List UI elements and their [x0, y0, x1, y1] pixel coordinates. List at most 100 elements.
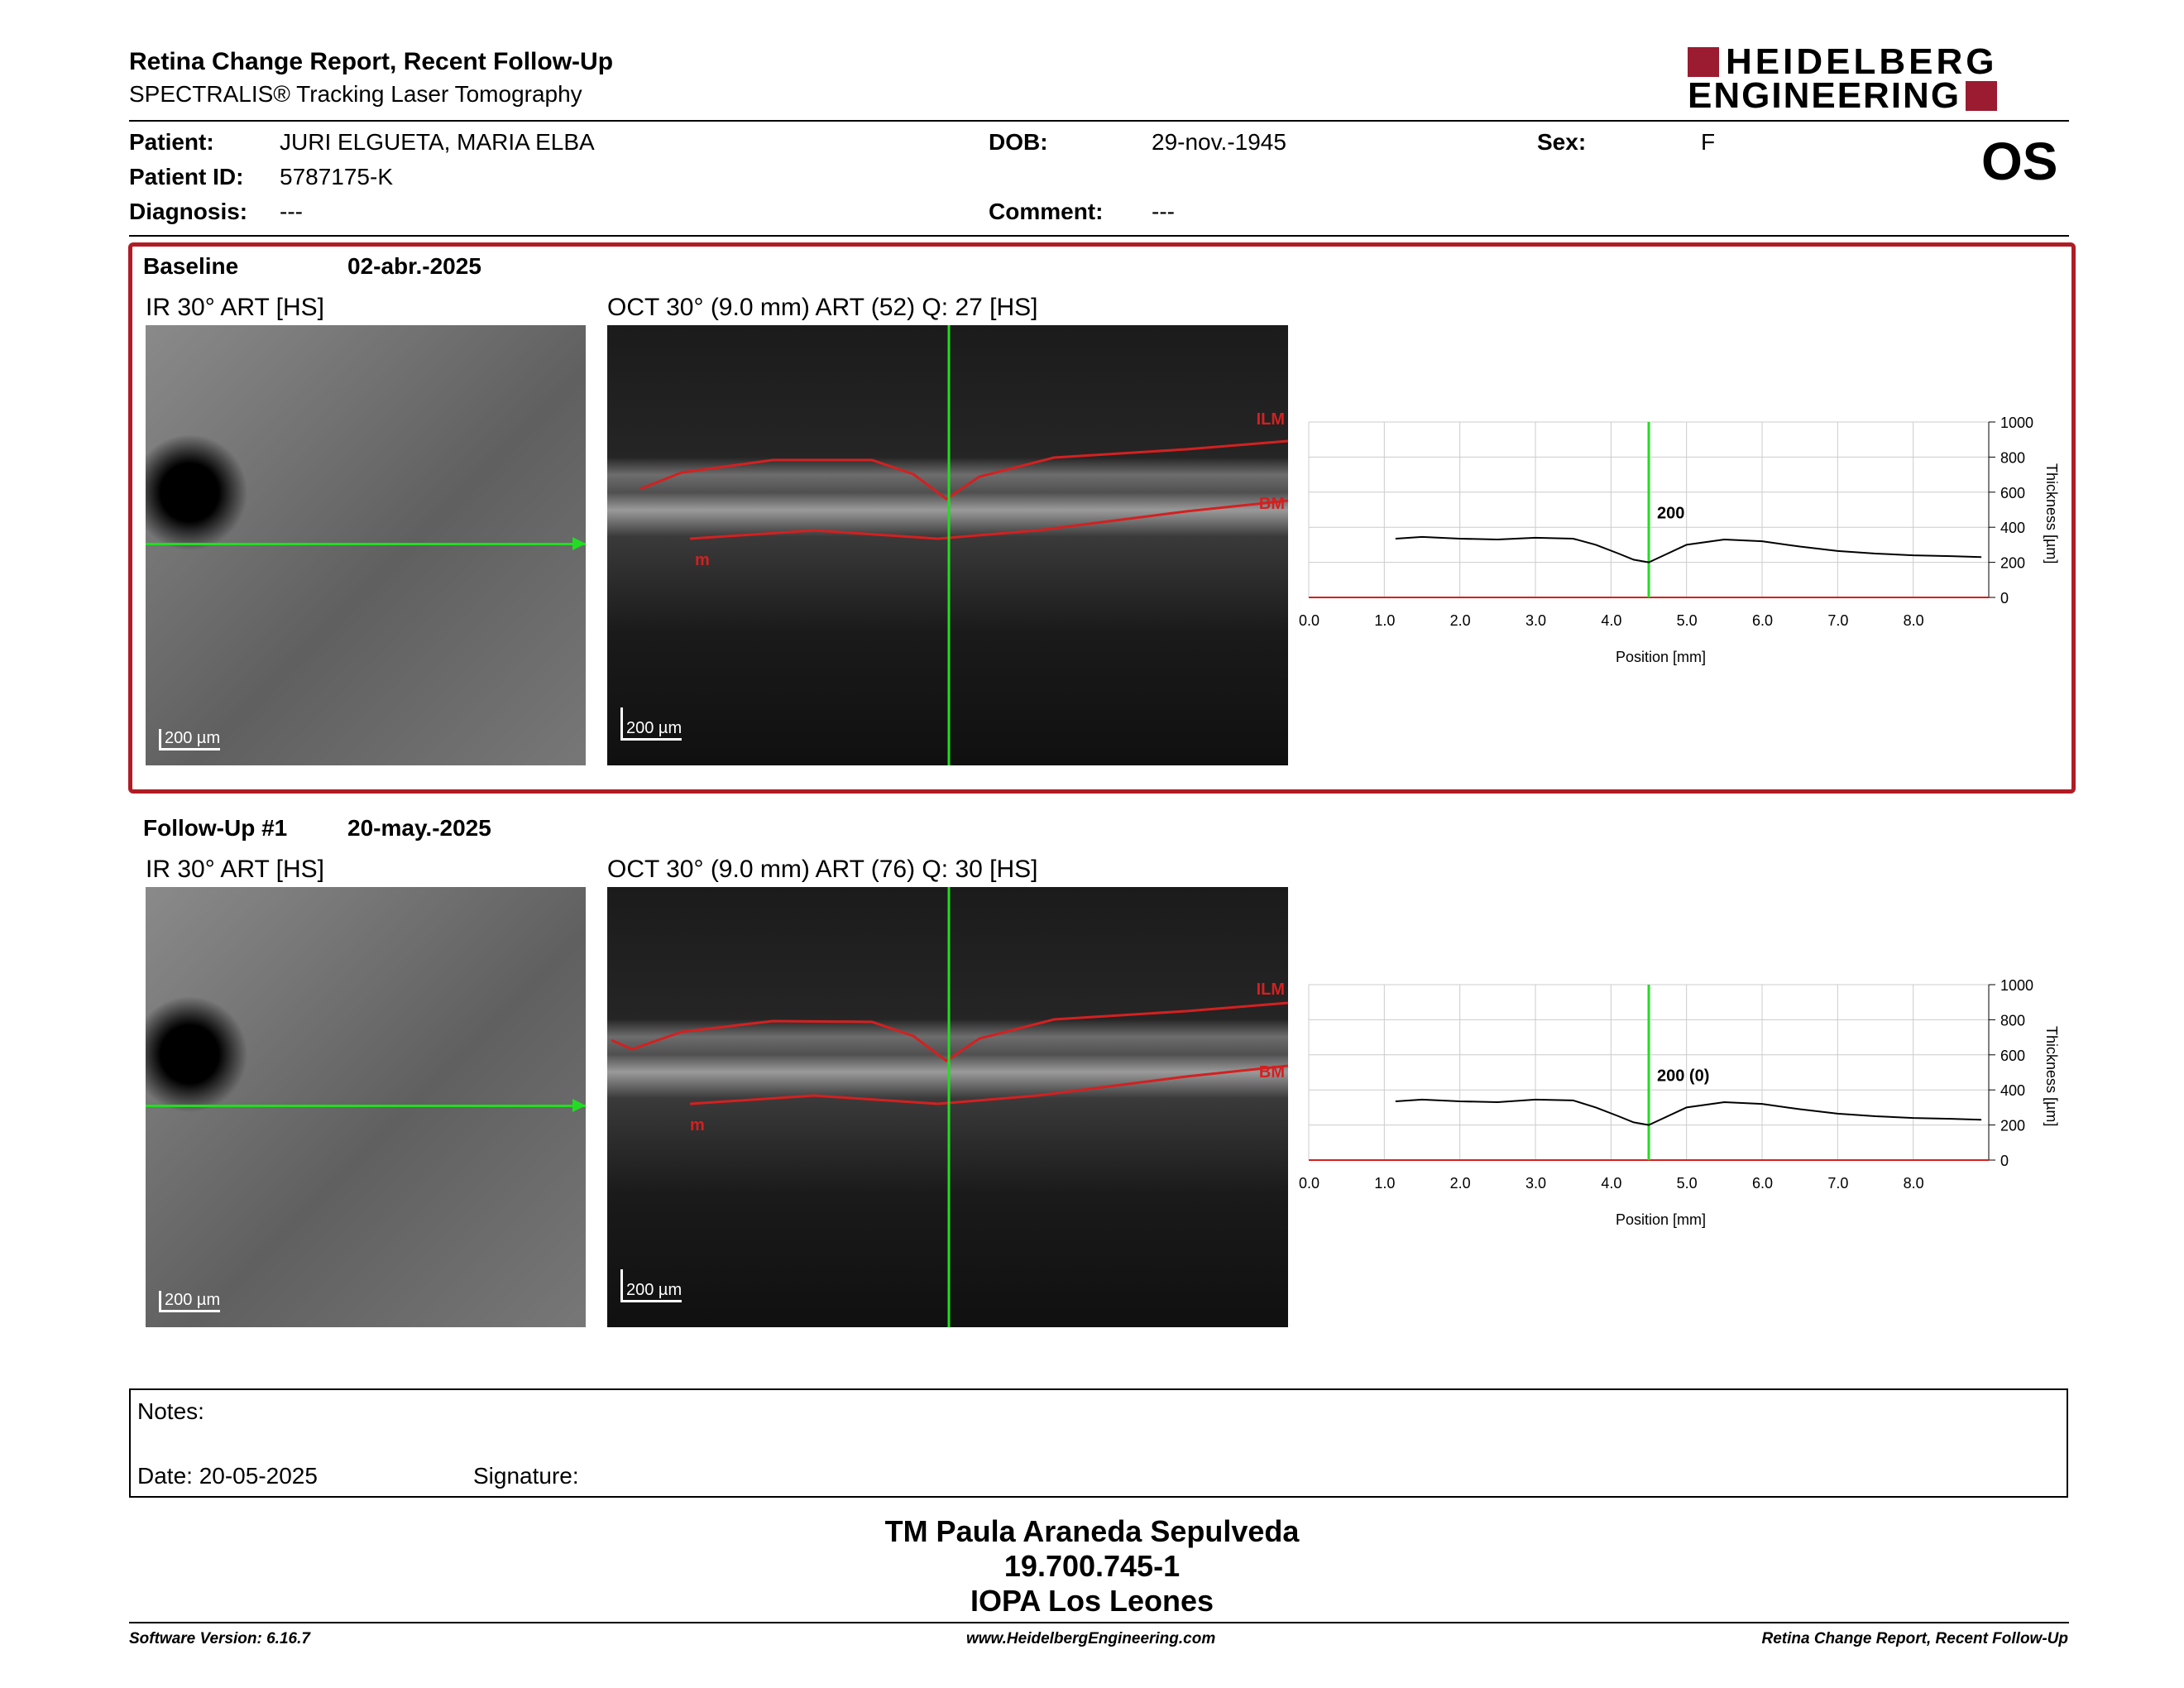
data-point: [1761, 1103, 1763, 1105]
diagnosis: ---: [280, 199, 303, 224]
date-label: Date: 20-05-2025: [137, 1463, 318, 1489]
data-point: [1686, 1106, 1688, 1108]
data-point: [1595, 1106, 1597, 1108]
ilm-label: ILM: [1256, 410, 1285, 429]
arrow-icon: [572, 1099, 586, 1112]
exam-label: Follow-Up #1: [143, 815, 288, 841]
data-point: [1633, 1121, 1635, 1123]
y-tick-label: 200: [2000, 555, 2025, 572]
x-tick-label: 7.0: [1827, 1175, 1848, 1192]
x-tick-label: 1.0: [1374, 612, 1395, 629]
y-tick-label: 600: [2000, 485, 2025, 501]
signature-block: TM Paula Araneda Sepulveda 19.700.745-1 …: [0, 1514, 2184, 1618]
x-tick-label: 4.0: [1601, 612, 1621, 629]
oct-bscan-image: ILM BM m 200 µm: [607, 325, 1288, 765]
x-tick-label: 6.0: [1752, 1175, 1773, 1192]
x-tick-label: 6.0: [1752, 612, 1773, 629]
thickness-line: [1395, 1098, 1981, 1126]
data-point: [1535, 1099, 1536, 1101]
x-tick-label: 7.0: [1827, 612, 1848, 629]
y-tick-label: 600: [2000, 1048, 2025, 1064]
scale-bar: 200 µm: [159, 1291, 221, 1312]
bm-label: BM: [1258, 495, 1285, 513]
data-point: [1723, 1101, 1725, 1103]
report-title: Retina Change Report, Recent Follow-Up: [129, 48, 614, 75]
data-point: [1421, 1099, 1423, 1101]
y-tick-label: 1000: [2000, 977, 2033, 994]
data-point: [1799, 1109, 1801, 1110]
y-axis-label: Thickness [µm]: [2043, 1026, 2060, 1126]
oct-title: OCT 30° (9.0 mm) ART (52) Q: 27 [HS]: [607, 294, 1038, 321]
signer-name: TM Paula Araneda Sepulveda: [884, 1514, 1300, 1548]
data-point: [1950, 555, 1952, 557]
y-tick-label: 1000: [2000, 415, 2033, 431]
heidelberg-logo: HEIDELBERG ENGINEERING: [1688, 41, 1998, 116]
data-point: [1837, 1113, 1838, 1115]
x-tick-label: 4.0: [1601, 1175, 1621, 1192]
y-tick-label: 800: [2000, 1012, 2025, 1029]
data-point: [1799, 546, 1801, 548]
x-tick-label: 5.0: [1677, 1175, 1698, 1192]
x-tick-label: 0.0: [1299, 1175, 1320, 1192]
thickness-chart: 0 200 400 600 800 1000 0.0 1.0 2.0 3.0 4.0 5.0 6.0 7.…: [1299, 415, 2060, 665]
ir-title: IR 30° ART [HS]: [146, 856, 324, 883]
comment-label: Comment:: [989, 199, 1104, 224]
data-point: [1648, 562, 1650, 563]
data-point: [1535, 537, 1536, 539]
data-point: [1686, 544, 1688, 545]
exam-date: 20-may.-2025: [347, 815, 491, 841]
x-axis-label: Position [mm]: [1616, 649, 1706, 665]
y-tick-label: 0: [2000, 1153, 2009, 1169]
y-tick-label: 400: [2000, 1082, 2025, 1099]
diagnosis-label: Diagnosis:: [129, 199, 248, 224]
data-point: [1761, 540, 1763, 542]
x-tick-label: 2.0: [1450, 1175, 1471, 1192]
notes-box[interactable]: Notes: Date: 20-05-2025 Signature:: [129, 1388, 2068, 1498]
footer-report-title: Retina Change Report, Recent Follow-Up: [1761, 1630, 2068, 1647]
dob: 29-nov.-1945: [1152, 129, 1286, 155]
ir-fundus-image: 200 µm: [146, 887, 586, 1327]
x-tick-label: 1.0: [1374, 1175, 1395, 1192]
x-tick-label: 3.0: [1525, 612, 1546, 629]
x-tick-label: 3.0: [1525, 1175, 1546, 1192]
x-tick-label: 8.0: [1904, 612, 1924, 629]
signer-rut: 19.700.745-1: [1003, 1549, 1181, 1583]
y-tick-label: 800: [2000, 449, 2025, 466]
ir-fundus-image: 200 µm: [146, 325, 586, 765]
data-point: [1595, 544, 1597, 545]
exam-label: Baseline: [143, 253, 239, 279]
x-tick-label: 2.0: [1450, 612, 1471, 629]
y-axis-label: Thickness [µm]: [2043, 463, 2060, 563]
scale-bar: 200 µm: [620, 707, 682, 741]
scan-line: [146, 543, 586, 545]
scale-bar: 200 µm: [159, 729, 221, 750]
website-link[interactable]: www.HeidelbergEngineering.com: [966, 1630, 1216, 1647]
data-point: [1633, 559, 1635, 560]
data-point: [1837, 550, 1838, 552]
m-label: m: [695, 551, 710, 569]
x-axis-label: Position [mm]: [1616, 1211, 1706, 1228]
eye-side: OS: [1981, 132, 2058, 191]
patient-id: 5787175-K: [280, 164, 394, 189]
oct-title: OCT 30° (9.0 mm) ART (76) Q: 30 [HS]: [607, 856, 1038, 883]
data-point: [1421, 536, 1423, 538]
data-point: [1723, 539, 1725, 540]
scan-line: [146, 1105, 586, 1107]
data-point: [1950, 1118, 1952, 1120]
x-tick-label: 8.0: [1904, 1175, 1924, 1192]
software-version: Software Version: 6.16.7: [129, 1630, 310, 1647]
patient-name: JURI ELGUETA, MARIA ELBA: [280, 129, 595, 155]
dob-label: DOB:: [989, 129, 1048, 155]
y-tick-label: 400: [2000, 520, 2025, 536]
exam-date: 02-abr.-2025: [347, 253, 481, 279]
data-point: [1980, 556, 1982, 558]
report-subtitle: SPECTRALIS® Tracking Laser Tomography: [129, 81, 582, 107]
data-point: [1497, 1101, 1498, 1103]
data-point: [1875, 1115, 1876, 1117]
sex-label: Sex:: [1537, 129, 1587, 155]
scale-bar: 200 µm: [620, 1269, 682, 1302]
cursor-value-label: 200 (0): [1657, 1067, 1709, 1086]
signature-label: Signature:: [473, 1463, 579, 1489]
notes-label: Notes:: [137, 1398, 204, 1424]
cursor-value-label: 200: [1657, 505, 1684, 523]
